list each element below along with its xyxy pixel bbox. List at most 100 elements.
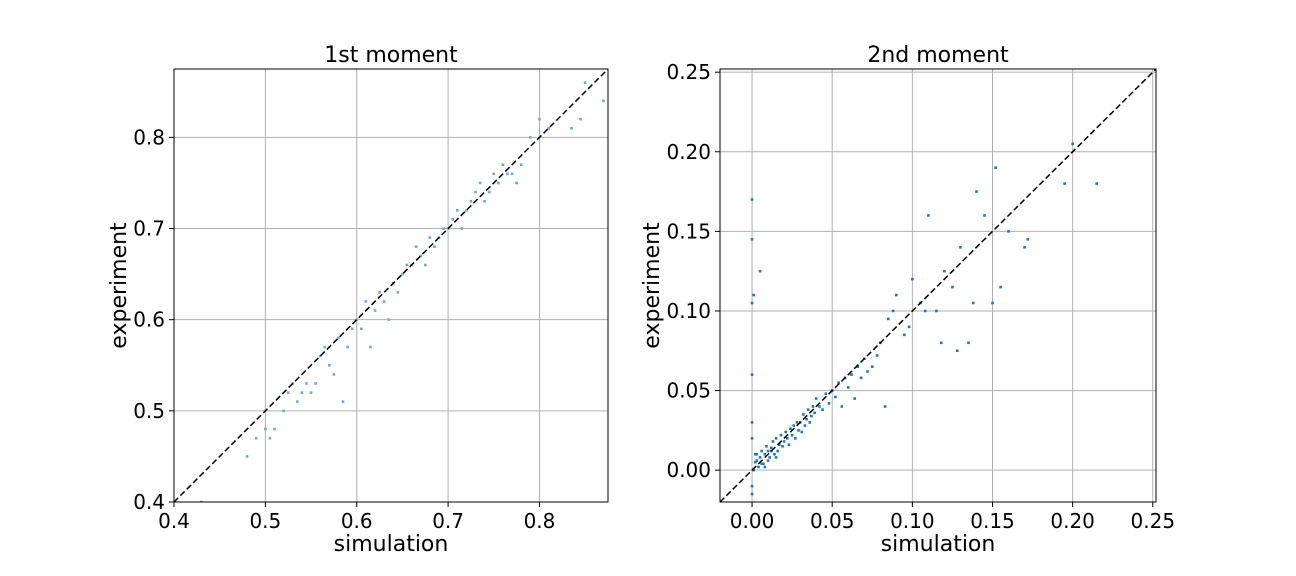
data-point xyxy=(405,263,409,267)
data-point xyxy=(951,285,954,289)
data-point xyxy=(778,443,781,446)
data-point xyxy=(282,409,285,413)
data-point xyxy=(323,345,327,349)
y-tick-label: 0.25 xyxy=(666,60,711,84)
data-point xyxy=(1071,142,1074,146)
chart-title: 1st moment xyxy=(324,43,458,68)
data-point xyxy=(955,349,959,353)
y-tick-label: 0.05 xyxy=(666,379,711,403)
data-point xyxy=(774,437,778,440)
plot-area xyxy=(720,69,1156,502)
data-point xyxy=(401,272,404,276)
data-point xyxy=(800,430,804,434)
data-point xyxy=(460,227,464,230)
data-point xyxy=(309,391,313,394)
data-point xyxy=(870,365,874,368)
data-point xyxy=(583,81,587,84)
data-point xyxy=(752,293,755,297)
data-point xyxy=(923,309,927,313)
x-tick-label: 0.15 xyxy=(970,509,1015,533)
data-point xyxy=(373,309,377,312)
data-point xyxy=(875,354,879,357)
data-point xyxy=(273,427,276,431)
data-point xyxy=(763,465,767,469)
y-axis-label: experiment xyxy=(640,222,665,349)
data-point xyxy=(802,413,805,416)
data-point xyxy=(837,381,840,384)
data-point xyxy=(268,436,272,440)
data-point xyxy=(773,452,776,456)
data-point xyxy=(378,291,381,294)
data-point xyxy=(795,421,799,424)
x-tick-label: 0.7 xyxy=(432,509,464,533)
data-point xyxy=(789,427,792,431)
x-tick-label: 0.20 xyxy=(1050,509,1095,533)
data-point xyxy=(766,449,770,453)
data-point xyxy=(433,245,436,249)
data-point xyxy=(245,455,249,458)
data-point xyxy=(766,459,770,462)
plot-area xyxy=(174,69,608,502)
data-point xyxy=(811,405,815,408)
data-point xyxy=(797,429,800,432)
data-point xyxy=(529,136,532,139)
x-tick-label: 0.10 xyxy=(890,509,935,533)
data-point xyxy=(903,333,906,337)
panel-2nd-moment: 0.00 0.05 0.10 0.15 0.20 0.25 0.00 0.05 0.10 0.15… xyxy=(640,43,1175,557)
data-point xyxy=(750,484,754,488)
data-point xyxy=(364,300,368,303)
x-tick-label: 0.25 xyxy=(1131,509,1176,533)
data-point xyxy=(579,117,582,121)
data-point xyxy=(935,309,938,313)
data-point xyxy=(846,386,850,389)
data-point xyxy=(750,373,754,376)
data-point xyxy=(891,309,895,313)
data-point xyxy=(419,254,422,258)
data-point xyxy=(758,456,762,459)
data-point xyxy=(821,408,824,411)
data-point xyxy=(755,459,759,462)
data-point xyxy=(254,436,258,440)
identity-line xyxy=(174,69,608,502)
x-tick-label: 0.8 xyxy=(524,509,556,533)
y-tick-label: 0.15 xyxy=(666,219,711,243)
data-point xyxy=(813,411,816,415)
data-point xyxy=(763,452,767,456)
data-point xyxy=(911,277,914,281)
data-point xyxy=(519,163,523,167)
data-point xyxy=(300,391,304,394)
data-point xyxy=(602,99,605,103)
data-point xyxy=(975,190,978,193)
data-point xyxy=(750,238,754,241)
data-point xyxy=(967,341,970,345)
data-point xyxy=(483,199,486,203)
data-point xyxy=(469,199,473,203)
data-point xyxy=(497,181,500,185)
data-point xyxy=(501,163,505,167)
data-point xyxy=(200,500,203,502)
data-point xyxy=(341,400,345,404)
data-point xyxy=(760,449,763,453)
data-point xyxy=(907,325,911,329)
data-point xyxy=(776,449,780,453)
data-point xyxy=(455,208,459,212)
data-point xyxy=(999,285,1002,289)
data-point xyxy=(781,444,784,448)
data-point xyxy=(806,408,810,411)
data-point xyxy=(757,465,760,469)
data-point xyxy=(510,172,514,176)
x-tick-label: 0.5 xyxy=(249,509,281,533)
data-point xyxy=(810,414,813,418)
y-tick-label: 0.10 xyxy=(666,299,711,323)
data-point xyxy=(818,405,821,408)
data-point xyxy=(387,318,391,321)
data-point xyxy=(570,126,573,130)
data-point xyxy=(752,468,755,472)
data-point xyxy=(971,301,975,305)
data-point xyxy=(803,424,807,427)
data-point xyxy=(760,462,763,466)
y-tick-label: 0.8 xyxy=(133,125,165,149)
data-point xyxy=(492,172,496,176)
data-point xyxy=(786,437,789,440)
axes-frame xyxy=(173,68,609,503)
